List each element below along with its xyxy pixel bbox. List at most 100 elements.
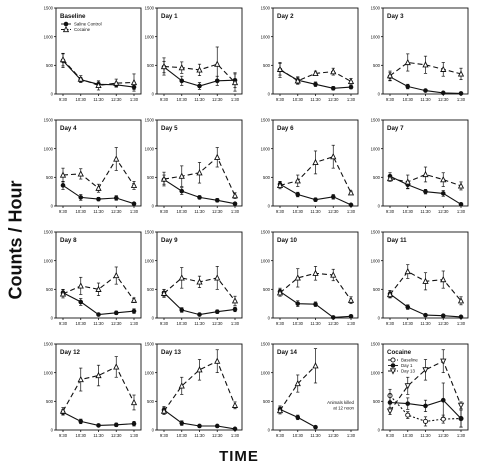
x-tick-label: 11:30 — [93, 321, 104, 326]
panel-title: Day 10 — [277, 237, 298, 244]
data-point-saline — [179, 307, 185, 313]
x-tick-label: 11:30 — [310, 433, 321, 438]
y-tick-label: 500 — [46, 399, 54, 404]
data-point-saline — [313, 81, 318, 87]
x-tick-label: 11:30 — [194, 433, 205, 438]
data-point-cocaine — [330, 271, 337, 278]
data-point-cocaine — [95, 81, 102, 89]
y-tick-label: 1000 — [145, 34, 155, 39]
x-tick-label: 1:30 — [347, 321, 356, 326]
panel-title: Day 11 — [387, 237, 407, 244]
x-tick-label: 11:30 — [310, 97, 321, 102]
y-tick-label: 0 — [51, 316, 54, 321]
x-tick-label: 1:30 — [347, 433, 356, 438]
data-point-cocaine — [178, 382, 185, 389]
y-tick-label: 1000 — [145, 370, 155, 375]
y-tick-label: 500 — [263, 287, 271, 292]
legend-marker — [63, 21, 69, 27]
panel-16: Cocaine 0 500 1000 1500 9:30 10:30 11:30 12:30 1:… — [371, 342, 469, 438]
data-point-cocaine — [178, 274, 185, 281]
y-tick-label: 0 — [268, 204, 271, 209]
data-point-day13 — [404, 383, 411, 390]
y-tick-label: 500 — [373, 175, 381, 180]
x-tick-label: 12:30 — [111, 97, 122, 102]
data-point-saline — [423, 88, 428, 93]
panel-title: Day 6 — [277, 125, 294, 132]
y-tick-label: 1000 — [145, 146, 155, 151]
x-tick-label: 9:30 — [160, 321, 169, 326]
data-point-saline — [440, 313, 446, 319]
x-tick-label: 10:30 — [293, 209, 304, 214]
x-tick-label: 1:30 — [457, 97, 466, 102]
y-tick-label: 1500 — [261, 342, 271, 347]
y-tick-label: 1000 — [371, 34, 381, 39]
data-point-cocaine — [294, 379, 301, 387]
data-point-cocaine — [160, 407, 168, 414]
panel-annotation: Animals killed — [327, 400, 354, 405]
data-point-saline — [78, 419, 84, 424]
panel-10: Day 9 0 500 1000 1500 9:30 10:30 11:30 12:30 1:30 — [145, 230, 243, 326]
data-point-cocaine — [231, 401, 239, 408]
x-tick-label: 10:30 — [76, 321, 87, 326]
series-line-cocaine — [389, 173, 462, 187]
data-point-cocaine — [95, 371, 102, 379]
y-tick-label: 1500 — [261, 230, 271, 235]
data-point-saline — [131, 201, 137, 207]
y-tick-label: 1000 — [371, 146, 381, 151]
panel-1: Baseline 0 500 1000 1500 9:30 10:30 11:30 12:30 1… — [44, 6, 142, 102]
y-tick-label: 1000 — [371, 258, 381, 263]
data-point-saline — [214, 423, 220, 429]
y-tick-label: 1000 — [145, 258, 155, 263]
y-tick-label: 1500 — [145, 230, 155, 235]
data-point-day1 — [423, 403, 428, 409]
y-tick-label: 1000 — [261, 34, 271, 39]
series-line-cocaine — [62, 157, 135, 190]
data-point-cocaine — [59, 407, 67, 414]
x-tick-label: 1:30 — [130, 97, 139, 102]
data-point-baseline — [405, 412, 411, 418]
data-point-saline — [214, 197, 220, 203]
x-tick-label: 10:30 — [177, 97, 188, 102]
data-point-cocaine — [214, 274, 221, 281]
panel-6: Day 5 0 500 1000 1500 9:30 10:30 11:30 12:30 1:30 — [145, 118, 243, 214]
y-tick-label: 500 — [373, 287, 381, 292]
series-line-cocaine — [62, 59, 135, 86]
panel-title: Day 14 — [277, 349, 298, 356]
data-point-cocaine — [77, 375, 84, 383]
data-point-saline — [295, 192, 301, 197]
y-tick-label: 500 — [46, 287, 54, 292]
legend-label: Cocaine — [74, 27, 91, 32]
data-point-cocaine — [95, 184, 102, 191]
data-point-cocaine — [312, 158, 319, 166]
y-tick-label: 0 — [268, 316, 271, 321]
panel-title: Baseline — [60, 13, 86, 20]
x-tick-label: 10:30 — [76, 433, 87, 438]
data-point-saline — [348, 313, 354, 319]
x-tick-label: 9:30 — [386, 97, 395, 102]
x-tick-label: 10:30 — [403, 433, 414, 438]
data-point-saline — [197, 312, 202, 317]
data-point-cocaine — [130, 181, 138, 188]
data-point-cocaine — [214, 153, 221, 160]
data-point-cocaine — [231, 78, 239, 86]
data-point-saline — [131, 421, 137, 426]
x-tick-label: 1:30 — [347, 97, 356, 102]
data-point-cocaine — [422, 277, 429, 284]
panel-title: Day 12 — [60, 349, 81, 356]
x-tick-label: 11:30 — [194, 321, 205, 326]
data-point-cocaine — [196, 366, 203, 373]
x-tick-label: 9:30 — [386, 209, 395, 214]
series-line-saline — [163, 292, 236, 316]
y-tick-label: 1000 — [44, 34, 54, 39]
data-point-cocaine — [347, 296, 355, 303]
x-tick-label: 10:30 — [403, 209, 414, 214]
data-point-cocaine — [113, 79, 120, 86]
x-tick-label: 1:30 — [231, 97, 240, 102]
panel-13: Day 12 0 500 1000 1500 9:30 10:30 11:30 12:30 1:3… — [44, 342, 142, 438]
data-point-saline — [458, 314, 464, 320]
y-tick-label: 1000 — [371, 370, 381, 375]
x-tick-label: 9:30 — [160, 433, 169, 438]
y-tick-label: 0 — [51, 204, 54, 209]
y-tick-label: 1500 — [145, 342, 155, 347]
x-tick-label: 1:30 — [231, 433, 240, 438]
